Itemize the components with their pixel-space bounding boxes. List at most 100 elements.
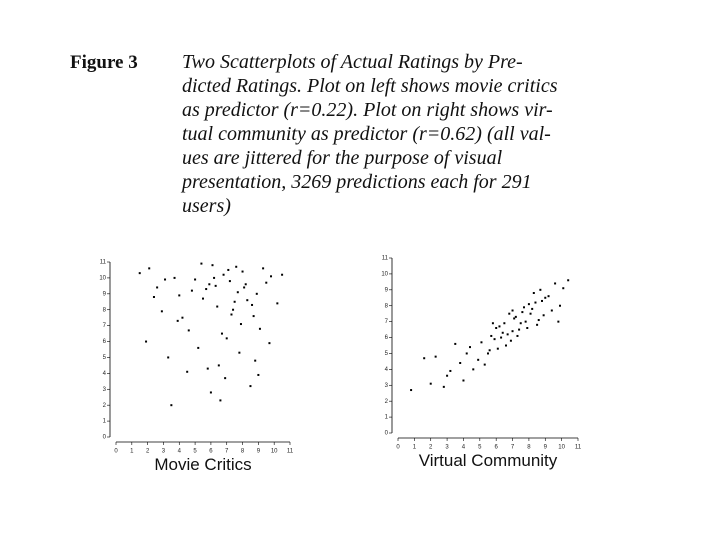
point [262,267,265,270]
point [527,303,530,306]
point [550,309,553,312]
point [258,327,261,330]
point [197,346,200,349]
point [228,280,231,283]
point [536,323,539,326]
caption-line: Two Scatterplots of Actual Ratings by Pr… [182,51,523,73]
y-tick-label: 5 [103,355,107,361]
point [511,309,514,312]
y-tick-label: 10 [381,271,388,277]
point [505,344,507,347]
y-tick-label: 3 [103,387,107,393]
point [232,308,235,311]
point [249,385,252,388]
point [442,385,445,388]
x-tick-label: 6 [495,445,499,451]
point [491,322,494,325]
x-tick-label: 10 [558,445,565,451]
y-tick-label: 7 [103,323,107,329]
point [537,319,540,322]
point [449,369,452,372]
y-tick-label: 0 [103,435,107,441]
point [490,334,493,337]
point [526,327,529,329]
y-tick-label: 11 [100,260,107,266]
point [521,311,524,314]
x-tick-label: 11 [575,445,582,451]
point [465,352,468,355]
x-tick-label: 2 [429,445,433,451]
point [145,340,148,343]
point [200,262,203,265]
x-tick-label: 8 [527,445,531,451]
caption-line: ues are jittered for the purpose of visu… [182,147,503,169]
point [243,286,246,289]
point [246,299,249,302]
caption-line: dicted Ratings. Plot on left shows movie… [182,75,558,97]
x-tick-label: 3 [445,445,449,451]
y-tick-label: 8 [103,307,107,313]
point [518,328,521,331]
point [500,336,503,339]
point [252,315,255,318]
point [230,313,233,316]
point [534,301,537,304]
point [251,303,254,306]
point [236,291,239,294]
point [501,331,504,334]
point [194,278,197,281]
point [178,294,181,297]
x-tick-label: 2 [146,449,150,455]
point [495,327,498,329]
x-tick-label: 7 [511,445,515,451]
point [176,319,179,322]
point [523,306,525,309]
point [265,281,268,284]
y-tick-label: 4 [103,371,107,377]
y-tick-label: 6 [385,335,389,341]
point [506,333,509,336]
point [434,355,437,358]
point [462,379,465,382]
x-tick-label: 4 [178,449,182,455]
point [541,299,543,302]
point [239,323,242,326]
point [498,325,501,328]
point [477,358,480,361]
point [222,273,225,276]
point [217,364,220,367]
y-tick-label: 2 [103,403,107,409]
x-tick-label: 5 [193,449,197,455]
x-tick-label: 1 [130,449,134,455]
point [224,377,227,380]
x-tick-label: 4 [462,445,466,451]
y-tick-label: 9 [385,287,389,293]
point [214,284,217,287]
x-tick-label: 8 [241,449,245,455]
point [459,362,462,364]
point [160,310,163,313]
point [557,320,560,323]
point [170,404,173,407]
figure-label: Figure 3 [70,52,138,73]
point [233,300,236,303]
x-tick-label: 1 [413,445,417,451]
y-tick-label: 1 [385,415,389,421]
point [244,283,247,286]
point [187,329,190,332]
y-tick-label: 9 [103,291,107,297]
point [235,265,238,268]
point [483,363,486,366]
point [241,270,244,273]
x-axis-label: Virtual Community [419,451,558,470]
point [511,330,514,333]
point [227,268,230,271]
point [503,322,506,325]
point [202,297,204,300]
point [254,359,257,362]
y-tick-label: 1 [103,419,107,425]
point [531,307,534,310]
point [238,351,241,354]
point [205,288,208,291]
point [493,338,496,341]
